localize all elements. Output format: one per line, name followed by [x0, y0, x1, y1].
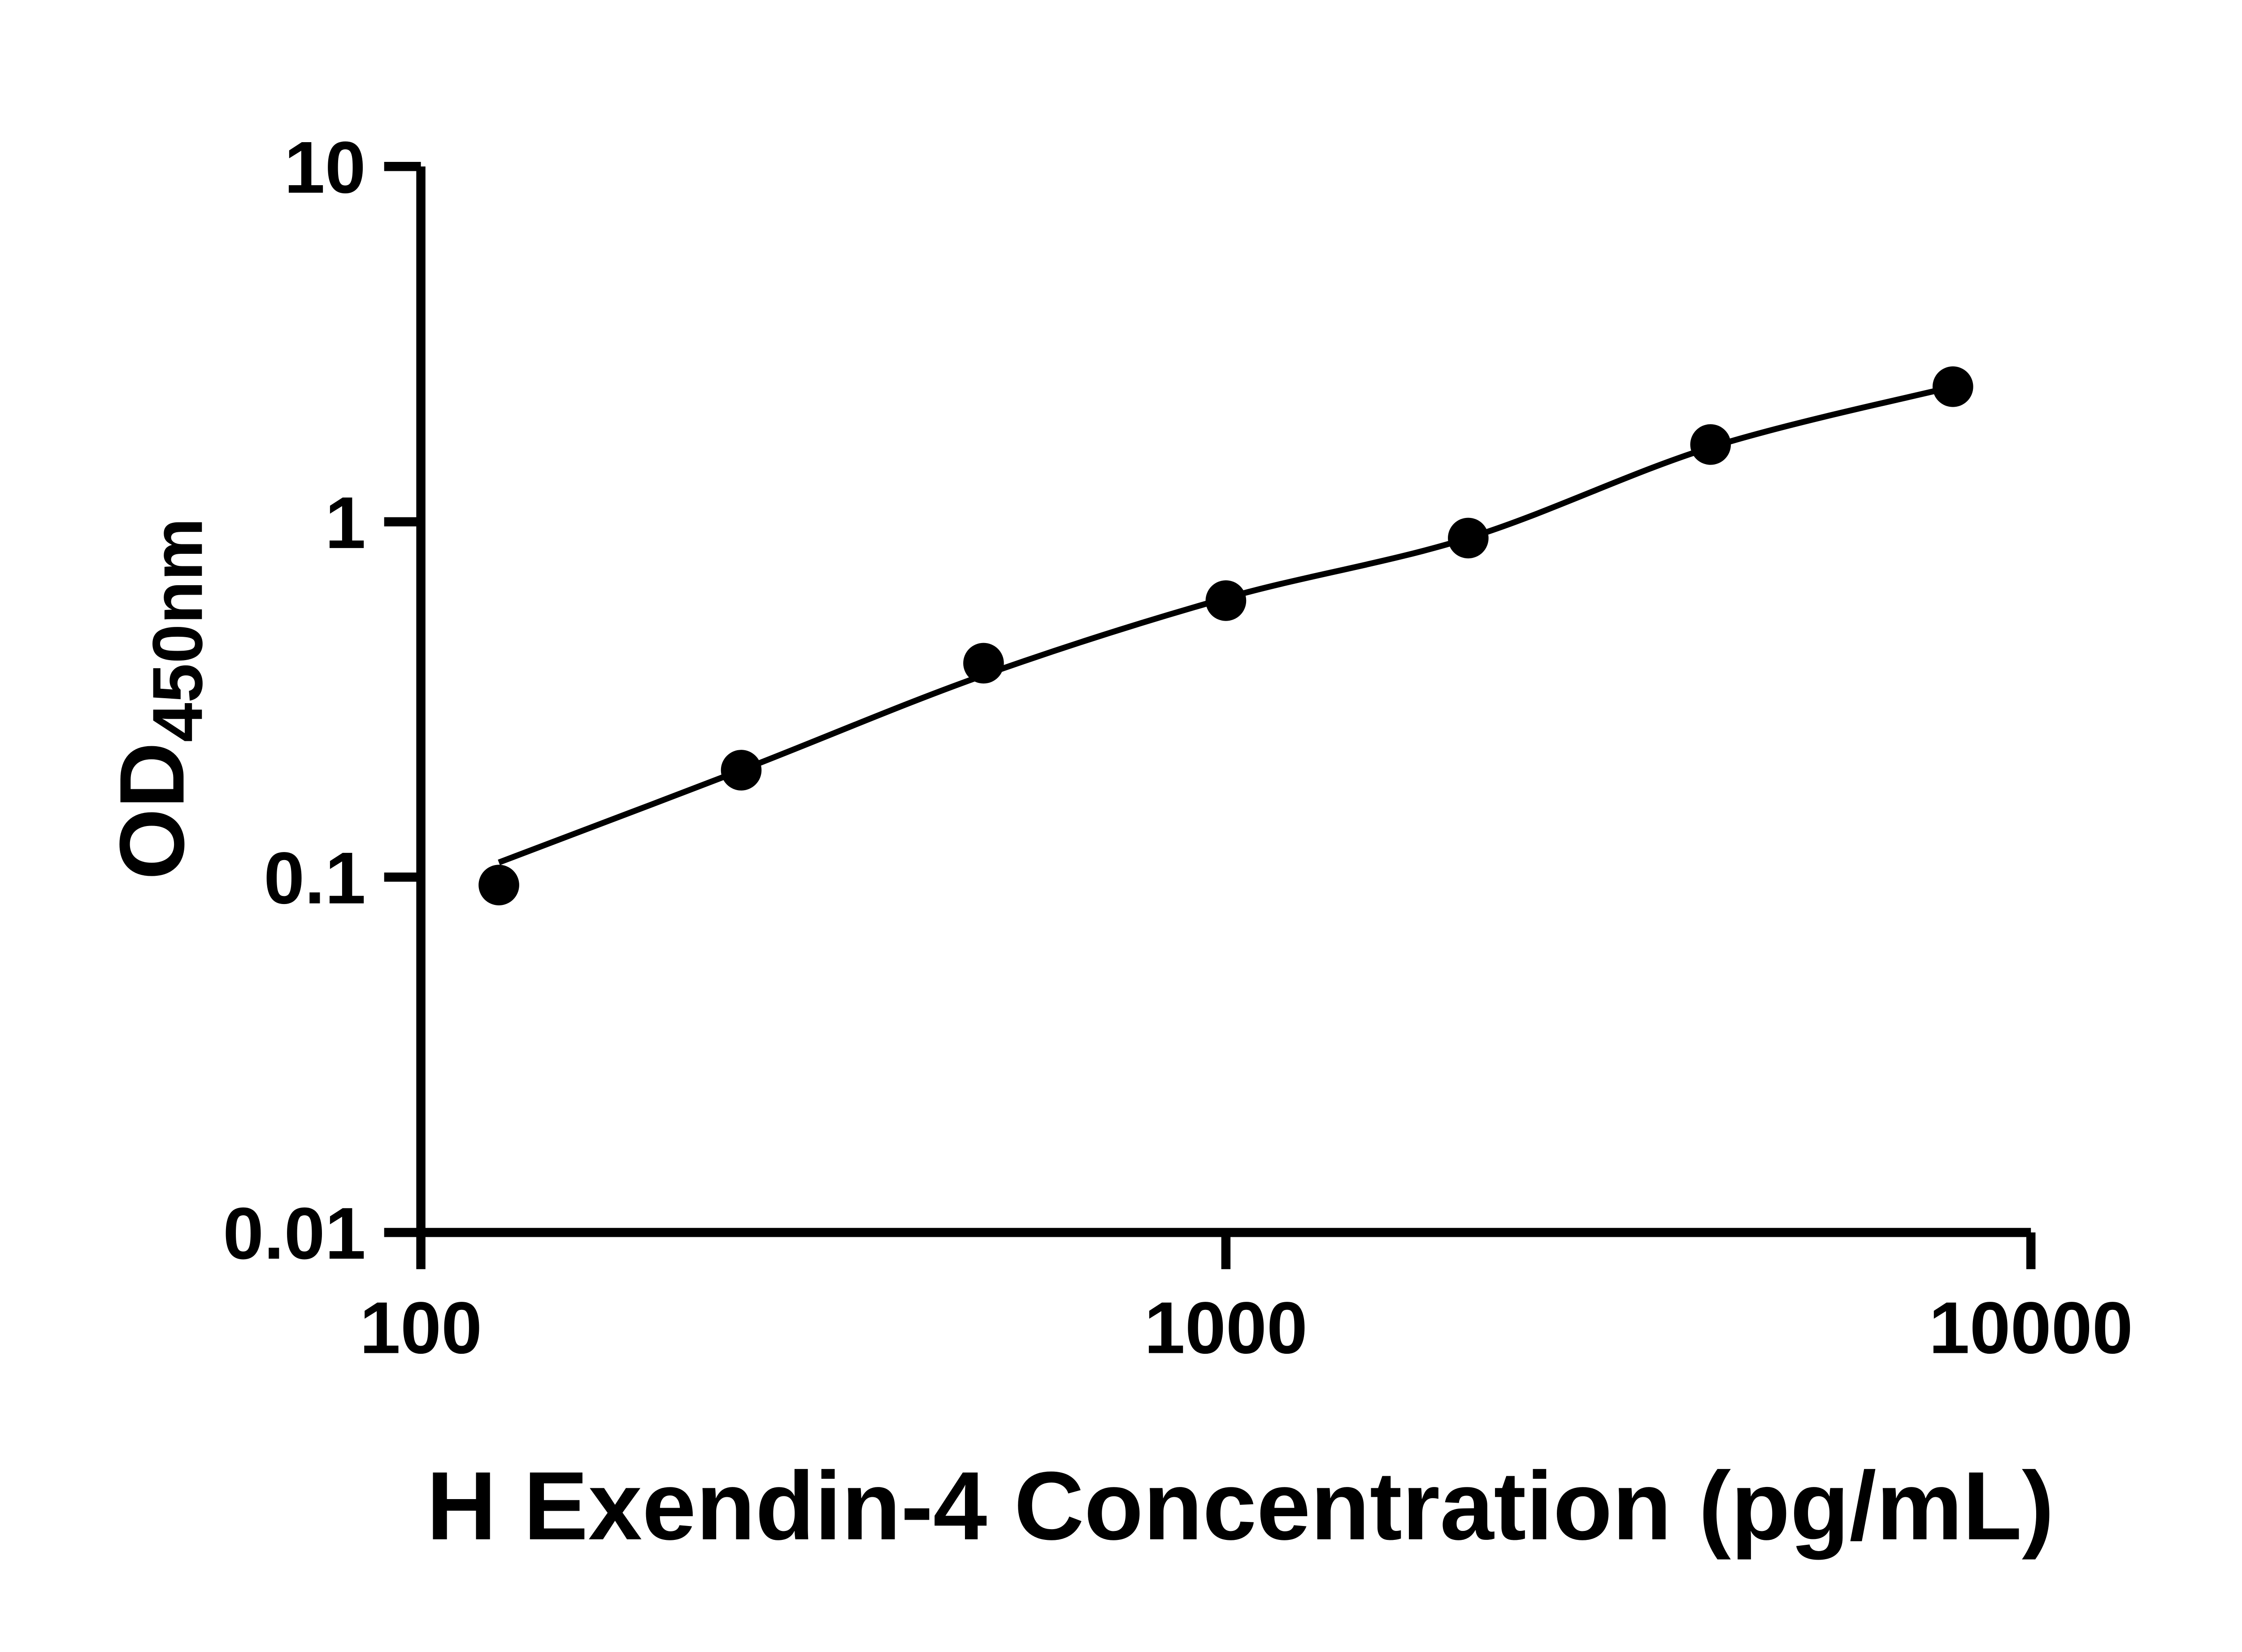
- data-point: [721, 750, 762, 791]
- y-tick-label: 1: [325, 482, 366, 564]
- plot-series: [478, 366, 1973, 906]
- data-point: [1205, 580, 1247, 621]
- data-point: [1932, 366, 1973, 407]
- y-tick-label: 0.1: [264, 837, 366, 919]
- data-point: [1448, 517, 1489, 559]
- x-tick-label: 10000: [1929, 1287, 2133, 1369]
- x-tick-label: 1000: [1144, 1287, 1308, 1369]
- x-axis-title: H Exendin-4 Concentration (pg/mL): [426, 1452, 2054, 1560]
- y-tick-label: 10: [284, 126, 366, 209]
- x-tick-label: 100: [360, 1287, 482, 1369]
- y-axis-title: OD450nm: [101, 518, 217, 880]
- data-point: [478, 865, 519, 906]
- fit-line: [498, 383, 1954, 865]
- tick-labels: 0.01 0.1 1 10 100 1000 10000: [223, 126, 2133, 1369]
- y-axis-title-subscript: 450nm: [138, 518, 217, 742]
- y-tick-label: 0.01: [223, 1192, 366, 1274]
- axis-spine: [416, 166, 2031, 1237]
- data-point: [963, 643, 1004, 684]
- data-point: [1690, 424, 1731, 465]
- tick-marks: [384, 162, 2036, 1269]
- y-axis-title-main: OD: [101, 742, 203, 880]
- axes: [416, 166, 2031, 1237]
